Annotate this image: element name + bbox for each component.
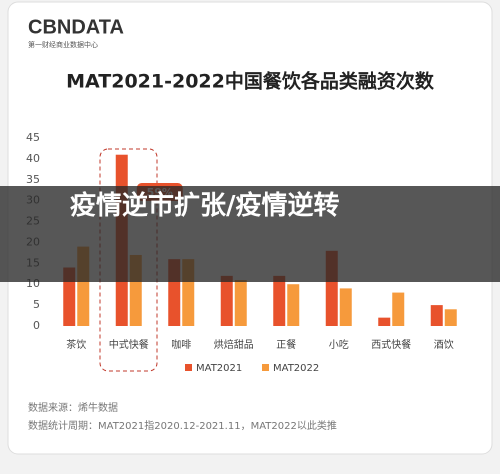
period-note: 数据统计周期：MAT2021指2020.12-2021.11，MAT2022以此… <box>28 419 337 432</box>
bar <box>339 288 352 326</box>
overlay <box>0 186 500 282</box>
bar <box>63 267 76 326</box>
bar <box>273 275 286 326</box>
overlay-box: 疫情逆市扩张/疫情逆转 <box>70 191 340 221</box>
x-tick-label: 中式快餐 <box>109 338 149 351</box>
y-tick-label: 0 <box>33 319 40 332</box>
y-tick-label: 40 <box>26 152 40 165</box>
legend-label: MAT2021 <box>196 363 242 374</box>
x-tick-label: 正餐 <box>276 338 296 351</box>
overlay-caption: 疫情逆市扩张/疫情逆转 <box>70 191 340 221</box>
legend-swatch <box>185 364 192 371</box>
x-tick-label: 咖啡 <box>171 339 191 351</box>
logo: CBNDATA <box>28 16 124 38</box>
bar <box>287 284 300 326</box>
chart-title: MAT2021-2022中国餐饮各品类融资次数 <box>66 70 435 93</box>
x-tick-label: 烘焙甜品 <box>214 338 254 351</box>
x-tick-label: 茶饮 <box>66 338 86 351</box>
logo-subtitle: 第一财经商业数据中心 <box>28 40 98 49</box>
bar <box>444 309 457 326</box>
bar <box>234 280 247 326</box>
x-tick-label: 小吃 <box>329 338 349 351</box>
bar <box>430 305 443 326</box>
bar <box>220 275 233 326</box>
legend-label: MAT2022 <box>273 363 319 374</box>
x-tick-label: 西式快餐 <box>371 338 411 351</box>
x-tick-label: 酒饮 <box>434 338 454 351</box>
y-tick-label: 5 <box>33 298 40 311</box>
y-tick-label: 45 <box>26 131 40 144</box>
bar <box>378 317 391 326</box>
legend-swatch <box>262 364 269 371</box>
bar <box>392 292 405 326</box>
source: 数据来源：烯牛数据 <box>28 401 118 414</box>
y-tick-label: 35 <box>26 173 40 186</box>
